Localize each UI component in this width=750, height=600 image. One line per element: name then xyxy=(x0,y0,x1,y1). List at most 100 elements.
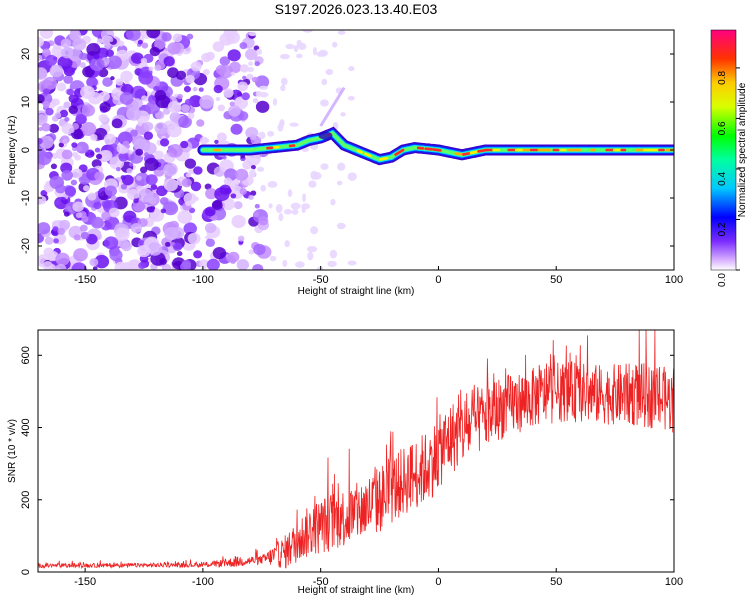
noise-speckle xyxy=(199,259,209,269)
noise-speckle xyxy=(38,151,52,166)
noise-speckle xyxy=(94,147,101,153)
x-tick-label: 100 xyxy=(665,274,683,286)
noise-speckle xyxy=(248,249,255,255)
noise-speckle xyxy=(192,86,198,92)
noise-speckle xyxy=(331,41,338,48)
snr-plot-area xyxy=(38,330,674,572)
noise-speckle xyxy=(133,138,148,152)
noise-speckle xyxy=(235,97,243,104)
noise-speckle xyxy=(267,130,275,137)
noise-speckle xyxy=(55,184,66,194)
noise-speckle xyxy=(53,238,59,244)
snr-series-layer xyxy=(38,330,674,570)
ridge-blob xyxy=(318,131,333,140)
noise-speckle xyxy=(249,133,257,141)
noise-speckle xyxy=(256,48,263,55)
noise-speckle xyxy=(248,61,254,66)
noise-speckle xyxy=(194,196,199,201)
noise-speckle xyxy=(185,74,195,84)
snr-y-label: SNR (10 * v/v) xyxy=(7,419,18,483)
colorbar-tick-label: 0.0 xyxy=(717,273,728,287)
ridge-hot-segment xyxy=(431,148,442,152)
noise-speckle xyxy=(251,157,259,163)
spectrogram-noise-cloud xyxy=(38,30,357,270)
noise-speckle xyxy=(163,201,179,216)
noise-speckle xyxy=(215,96,221,102)
noise-speckle xyxy=(169,111,181,123)
noise-speckle xyxy=(213,84,223,94)
noise-speckle xyxy=(150,184,158,190)
colorbar-tick-label: 0.6 xyxy=(717,121,728,135)
spectrogram-y-label: Frequency (Hz) xyxy=(7,116,18,185)
noise-speckle xyxy=(171,227,185,239)
noise-speckle xyxy=(330,198,336,206)
noise-speckle xyxy=(163,178,178,192)
noise-speckle xyxy=(102,77,113,87)
noise-speckle xyxy=(115,167,121,172)
noise-speckle xyxy=(63,211,70,217)
noise-speckle xyxy=(302,30,313,33)
noise-speckle xyxy=(148,66,154,71)
x-tick-label: 0 xyxy=(435,274,441,286)
noise-speckle xyxy=(121,241,132,252)
noise-speckle xyxy=(321,78,328,86)
noise-speckle xyxy=(252,98,259,104)
noise-speckle xyxy=(295,261,305,268)
figure-title: S197.2026.023.13.40.E03 xyxy=(275,1,438,17)
noise-speckle xyxy=(254,75,270,89)
noise-speckle xyxy=(154,64,162,71)
noise-speckle xyxy=(51,152,59,160)
noise-speckle xyxy=(162,108,171,115)
noise-speckle xyxy=(187,112,195,119)
noise-speckle xyxy=(219,32,234,46)
spectrogram-ridge xyxy=(197,86,674,166)
noise-speckle xyxy=(143,121,154,131)
noise-speckle xyxy=(48,123,60,134)
noise-speckle xyxy=(86,76,98,88)
noise-speckle xyxy=(143,131,154,141)
noise-speckle xyxy=(109,249,123,262)
noise-speckle xyxy=(71,262,87,270)
noise-speckle xyxy=(131,98,143,109)
noise-speckle xyxy=(147,242,163,256)
noise-speckle xyxy=(219,56,231,66)
noise-speckle xyxy=(105,49,115,57)
noise-speckle xyxy=(38,222,51,235)
noise-speckle xyxy=(251,164,256,170)
noise-speckle xyxy=(167,143,183,158)
noise-speckle xyxy=(79,224,88,232)
noise-speckle xyxy=(172,33,183,43)
noise-speckle xyxy=(90,216,104,229)
noise-speckle xyxy=(100,150,113,162)
x-tick-label: -50 xyxy=(313,274,329,286)
noise-speckle xyxy=(38,67,48,80)
noise-speckle xyxy=(228,105,241,117)
noise-speckle xyxy=(153,150,164,160)
noise-speckle xyxy=(298,42,307,51)
noise-speckle xyxy=(106,55,122,70)
y-tick-label: -10 xyxy=(20,190,32,206)
noise-speckle xyxy=(250,190,257,196)
noise-speckle xyxy=(154,38,166,50)
y-tick-label: 200 xyxy=(20,491,32,509)
noise-speckle xyxy=(301,206,306,213)
noise-speckle xyxy=(249,168,256,178)
noise-speckle xyxy=(187,232,201,245)
noise-speckle xyxy=(68,105,78,114)
x-tick-label: -150 xyxy=(74,576,96,588)
noise-speckle xyxy=(101,211,111,221)
noise-speckle xyxy=(308,180,317,188)
noise-speckle xyxy=(196,119,205,127)
noise-speckle xyxy=(336,162,346,171)
noise-speckle xyxy=(214,187,230,202)
noise-speckle xyxy=(55,252,70,266)
snr-frame xyxy=(37,329,675,573)
noise-speckle xyxy=(310,170,318,180)
noise-speckle xyxy=(211,200,223,210)
ridge-hot-segment xyxy=(356,149,363,154)
noise-speckle xyxy=(183,85,191,93)
noise-speckle xyxy=(38,137,43,145)
snr-x-label: Height of straight line (km) xyxy=(298,585,415,596)
x-tick-label: -50 xyxy=(313,576,329,588)
noise-speckle xyxy=(177,210,193,224)
